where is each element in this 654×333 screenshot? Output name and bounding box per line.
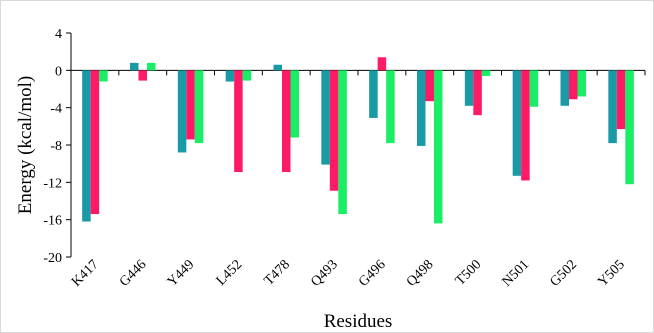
y-tick-label: -20	[43, 251, 62, 266]
bar-t478-series-1	[273, 64, 282, 71]
y-tick-label: 0	[55, 64, 62, 79]
bar-y505-series-2	[616, 70, 626, 130]
bar-n501-series-3	[529, 70, 539, 107]
x-tick-label: Q498	[404, 257, 437, 290]
x-tick-label: T500	[453, 257, 485, 289]
x-tick-label: Q493	[308, 257, 341, 290]
x-tick-label: Y505	[595, 257, 628, 290]
x-tick-label: Y449	[165, 257, 198, 290]
x-tick-label: L452	[214, 257, 246, 289]
bar-q493-series-3	[338, 70, 347, 215]
bar-n501-series-2	[521, 70, 530, 181]
bar-g502-series-3	[577, 70, 586, 97]
bar-g502-series-2	[569, 70, 578, 100]
x-tick-label: N501	[500, 257, 533, 290]
bar-y449-series-3	[194, 70, 204, 144]
bar-t500-series-3	[481, 70, 491, 76]
bar-y505-series-1	[608, 70, 617, 144]
x-tick-label: G446	[117, 257, 150, 290]
bar-l452-series-2	[234, 70, 243, 173]
x-tick-label: K417	[69, 257, 102, 290]
bar-t478-series-2	[282, 70, 291, 173]
x-tick-label: G502	[547, 257, 580, 290]
bar-t500-series-2	[473, 70, 482, 116]
bar-k417-series-1	[82, 70, 91, 222]
bar-g502-series-1	[560, 70, 569, 106]
bar-g496-series-2	[377, 57, 387, 71]
bars	[82, 57, 634, 224]
axes	[66, 32, 646, 258]
y-tick-label: -8	[50, 139, 62, 154]
bar-t478-series-3	[290, 70, 299, 138]
bar-y449-series-2	[186, 70, 195, 140]
y-tick-label: -12	[43, 176, 62, 191]
bar-q493-series-1	[321, 70, 330, 165]
bar-y449-series-1	[177, 70, 187, 153]
x-axis-title: Residues	[324, 311, 393, 332]
x-tick-label: T478	[262, 257, 294, 289]
bar-q493-series-2	[329, 70, 339, 191]
bar-q498-series-2	[425, 70, 434, 102]
bar-l452-series-1	[225, 70, 235, 82]
bar-l452-series-3	[242, 70, 252, 81]
bar-y505-series-3	[625, 70, 634, 185]
bar-n501-series-1	[512, 70, 522, 176]
bar-g446-series-3	[147, 62, 156, 71]
y-tick-label: 4	[55, 27, 62, 42]
bar-q498-series-1	[417, 70, 426, 146]
bar-q498-series-3	[434, 70, 443, 224]
bar-k417-series-3	[99, 70, 108, 82]
y-tick-label: -16	[43, 214, 62, 229]
y-axis-title: Energy (kcal/mol)	[15, 76, 36, 214]
bar-k417-series-2	[90, 70, 100, 215]
bar-g446-series-2	[138, 70, 147, 81]
bar-g446-series-1	[130, 62, 139, 71]
y-tick-label: -4	[50, 102, 62, 117]
bar-g496-series-3	[386, 70, 395, 144]
x-tick-label: G496	[356, 257, 389, 290]
bar-g496-series-1	[369, 70, 378, 118]
bar-t500-series-1	[464, 70, 474, 106]
